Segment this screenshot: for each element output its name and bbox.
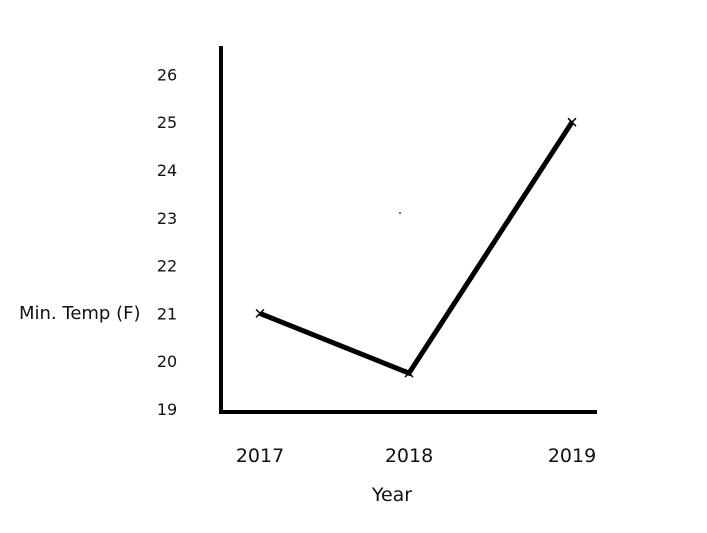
x-axis-label: Year xyxy=(371,484,412,506)
y-tick-label: 23 xyxy=(157,209,177,228)
stray-dot xyxy=(399,212,401,214)
y-axis-label: Min. Temp (F) xyxy=(19,303,140,324)
y-tick-label: 24 xyxy=(157,161,177,180)
data-point-marker xyxy=(404,368,414,378)
x-tick-label: 2017 xyxy=(236,445,284,467)
x-tick-label: 2019 xyxy=(548,445,596,467)
series-line xyxy=(259,120,575,377)
y-tick-label: 25 xyxy=(157,113,177,132)
y-tick-label: 20 xyxy=(157,352,177,371)
x-tick-labels: 2017 2018 2019 xyxy=(236,445,596,467)
data-point-marker xyxy=(255,308,265,318)
y-tick-labels: 19 20 21 22 23 24 25 26 xyxy=(157,65,177,419)
y-tick-label: 19 xyxy=(157,400,177,419)
y-tick-label: 21 xyxy=(157,304,177,323)
series-layer xyxy=(255,117,577,378)
x-tick-label: 2018 xyxy=(385,445,433,467)
y-tick-label: 26 xyxy=(157,65,177,84)
y-tick-label: 22 xyxy=(157,257,177,276)
data-point-marker xyxy=(567,117,577,127)
